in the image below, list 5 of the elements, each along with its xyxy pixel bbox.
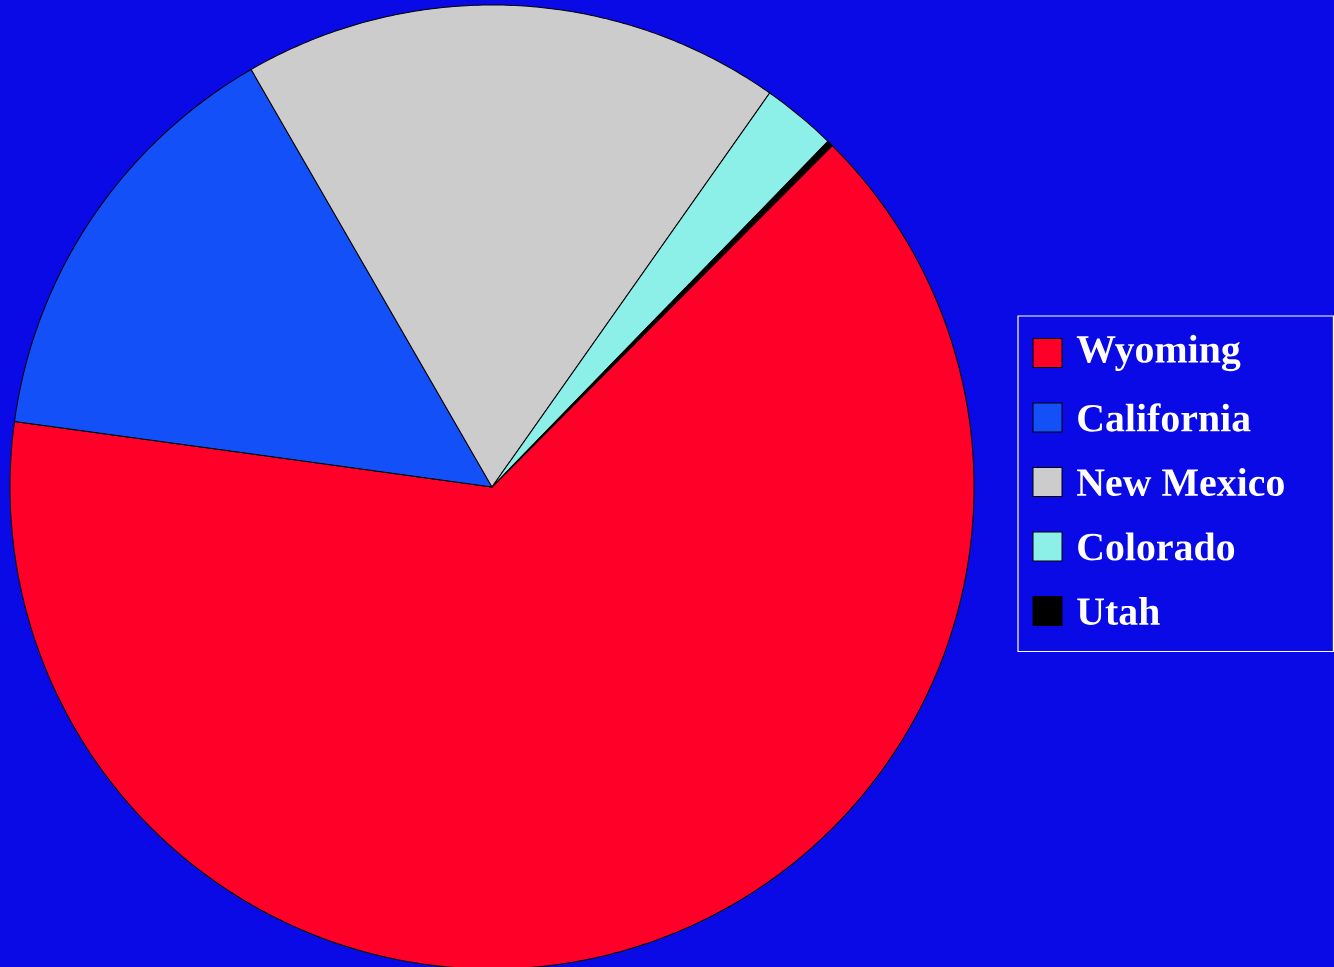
legend-label: Utah: [1077, 596, 1160, 626]
legend-label: New Mexico: [1076, 467, 1284, 497]
legend-label: Colorado: [1078, 532, 1235, 561]
legend-label: California: [1078, 403, 1251, 432]
legend-label: Wyoming: [1076, 334, 1241, 372]
